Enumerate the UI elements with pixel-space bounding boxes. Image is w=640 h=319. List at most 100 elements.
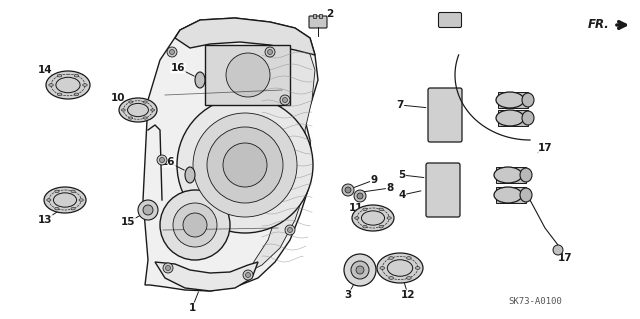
Text: 4: 4 xyxy=(398,190,406,200)
Text: 14: 14 xyxy=(38,65,52,75)
Ellipse shape xyxy=(520,188,532,202)
Ellipse shape xyxy=(388,277,394,279)
Circle shape xyxy=(207,127,283,203)
Circle shape xyxy=(287,227,292,233)
Circle shape xyxy=(553,245,563,255)
Text: 3: 3 xyxy=(344,290,351,300)
Circle shape xyxy=(173,203,217,247)
Ellipse shape xyxy=(195,72,205,88)
Ellipse shape xyxy=(388,256,394,259)
Ellipse shape xyxy=(494,187,522,203)
Ellipse shape xyxy=(379,208,383,211)
Ellipse shape xyxy=(74,93,79,96)
Text: 16: 16 xyxy=(171,63,185,73)
Bar xyxy=(498,110,528,126)
Ellipse shape xyxy=(387,217,391,219)
Text: 1: 1 xyxy=(188,303,196,313)
Circle shape xyxy=(265,47,275,57)
Ellipse shape xyxy=(352,205,394,231)
Circle shape xyxy=(285,225,295,235)
Circle shape xyxy=(163,263,173,273)
Circle shape xyxy=(159,158,164,162)
Ellipse shape xyxy=(415,267,420,269)
Ellipse shape xyxy=(496,92,524,108)
Ellipse shape xyxy=(74,74,79,77)
Circle shape xyxy=(138,200,158,220)
Polygon shape xyxy=(143,18,318,291)
Ellipse shape xyxy=(58,93,62,96)
Circle shape xyxy=(282,98,287,102)
Ellipse shape xyxy=(406,277,412,279)
Ellipse shape xyxy=(363,208,367,211)
Ellipse shape xyxy=(49,84,53,86)
Bar xyxy=(496,187,526,203)
Circle shape xyxy=(193,113,297,217)
Ellipse shape xyxy=(520,168,532,182)
Bar xyxy=(498,92,528,108)
FancyBboxPatch shape xyxy=(428,88,462,142)
Text: 17: 17 xyxy=(557,253,572,263)
Circle shape xyxy=(356,266,364,274)
Bar xyxy=(496,167,526,183)
Text: 7: 7 xyxy=(396,100,404,110)
Ellipse shape xyxy=(143,117,147,119)
Ellipse shape xyxy=(46,71,90,99)
Ellipse shape xyxy=(119,98,157,122)
Ellipse shape xyxy=(363,226,367,228)
Ellipse shape xyxy=(379,226,383,228)
Ellipse shape xyxy=(71,190,76,193)
Ellipse shape xyxy=(47,199,51,201)
Polygon shape xyxy=(248,35,315,272)
Text: 5: 5 xyxy=(398,170,406,180)
Bar xyxy=(312,14,316,18)
Ellipse shape xyxy=(55,190,59,193)
Text: 15: 15 xyxy=(121,217,135,227)
Ellipse shape xyxy=(58,74,62,77)
Circle shape xyxy=(345,187,351,193)
FancyBboxPatch shape xyxy=(426,163,460,217)
Ellipse shape xyxy=(522,93,534,107)
Circle shape xyxy=(351,261,369,279)
Ellipse shape xyxy=(355,217,359,219)
Circle shape xyxy=(157,155,167,165)
Circle shape xyxy=(167,47,177,57)
Ellipse shape xyxy=(185,167,195,183)
Text: 10: 10 xyxy=(111,93,125,103)
Circle shape xyxy=(166,265,170,271)
Ellipse shape xyxy=(150,109,155,111)
Ellipse shape xyxy=(129,101,132,103)
Circle shape xyxy=(342,184,354,196)
Circle shape xyxy=(243,270,253,280)
Ellipse shape xyxy=(79,199,83,201)
Circle shape xyxy=(160,190,230,260)
Circle shape xyxy=(183,213,207,237)
Ellipse shape xyxy=(494,167,522,183)
Text: 17: 17 xyxy=(538,143,552,153)
Text: 8: 8 xyxy=(387,183,394,193)
Polygon shape xyxy=(155,262,258,291)
Text: 16: 16 xyxy=(161,157,175,167)
Text: 13: 13 xyxy=(38,215,52,225)
Circle shape xyxy=(268,49,273,55)
Circle shape xyxy=(344,254,376,286)
Circle shape xyxy=(223,143,267,187)
FancyBboxPatch shape xyxy=(438,12,461,27)
Ellipse shape xyxy=(406,256,412,259)
Ellipse shape xyxy=(380,267,385,269)
FancyBboxPatch shape xyxy=(309,16,327,28)
Ellipse shape xyxy=(129,117,132,119)
Circle shape xyxy=(143,205,153,215)
Text: 11: 11 xyxy=(349,203,364,213)
Text: 2: 2 xyxy=(326,9,333,19)
Bar xyxy=(205,45,290,105)
Ellipse shape xyxy=(522,111,534,125)
Ellipse shape xyxy=(83,84,87,86)
Ellipse shape xyxy=(44,187,86,213)
Circle shape xyxy=(177,97,313,233)
Ellipse shape xyxy=(143,101,147,103)
Text: FR.: FR. xyxy=(588,19,610,32)
Ellipse shape xyxy=(496,110,524,126)
Bar xyxy=(319,14,321,18)
Circle shape xyxy=(226,53,270,97)
Circle shape xyxy=(246,272,250,278)
